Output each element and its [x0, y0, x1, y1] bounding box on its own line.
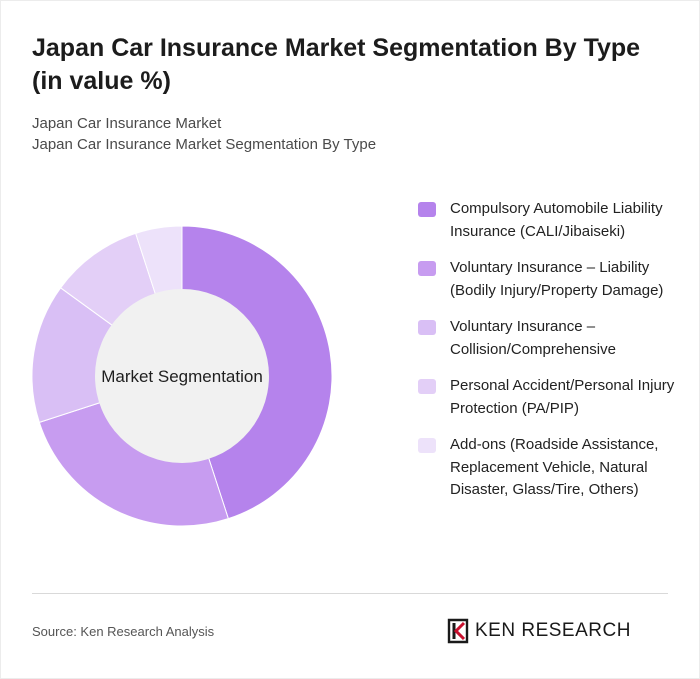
donut-hole: [95, 289, 269, 463]
ken-research-logo-icon: [447, 618, 469, 644]
subtitle-line-2: Japan Car Insurance Market Segmentation …: [32, 136, 377, 153]
donut-center-label: Market Segmentation: [101, 367, 263, 386]
subtitle-line-1: Japan Car Insurance Market: [32, 115, 222, 132]
chart-legend: Compulsory Automobile Liability Insuranc…: [418, 198, 688, 516]
legend-label-1: Compulsory Automobile Liability Insuranc…: [450, 200, 663, 240]
legend-swatch-5: [418, 438, 436, 453]
legend-item-1: Compulsory Automobile Liability Insuranc…: [418, 198, 688, 243]
legend-item-4: Personal Accident/Personal Injury Protec…: [418, 375, 688, 420]
chart-title: Japan Car Insurance Market Segmentation …: [32, 34, 641, 95]
legend-swatch-2: [418, 261, 436, 276]
footer-divider: [32, 593, 668, 594]
legend-swatch-1: [418, 202, 436, 217]
legend-item-3: Voluntary Insurance – Collision/Comprehe…: [418, 316, 688, 361]
chart-subtitle: Japan Car Insurance Market Japan Car Ins…: [32, 113, 672, 155]
legend-swatch-3: [418, 320, 436, 335]
legend-label-3: Voluntary Insurance – Collision/Comprehe…: [450, 318, 616, 358]
logo-text: KEN RESEARCH: [475, 620, 631, 641]
legend-label-5: Add-ons (Roadside Assistance, Replacemen…: [450, 436, 659, 498]
legend-label-2: Voluntary Insurance – Liability (Bodily …: [450, 259, 664, 299]
ken-research-logo: KEN RESEARCH: [447, 617, 631, 645]
legend-item-5: Add-ons (Roadside Assistance, Replacemen…: [418, 434, 688, 502]
legend-label-4: Personal Accident/Personal Injury Protec…: [450, 377, 675, 417]
source-note: Source: Ken Research Analysis: [32, 624, 215, 639]
legend-swatch-4: [418, 379, 436, 394]
legend-item-2: Voluntary Insurance – Liability (Bodily …: [418, 257, 688, 302]
donut-chart: Market Segmentation: [31, 225, 333, 527]
